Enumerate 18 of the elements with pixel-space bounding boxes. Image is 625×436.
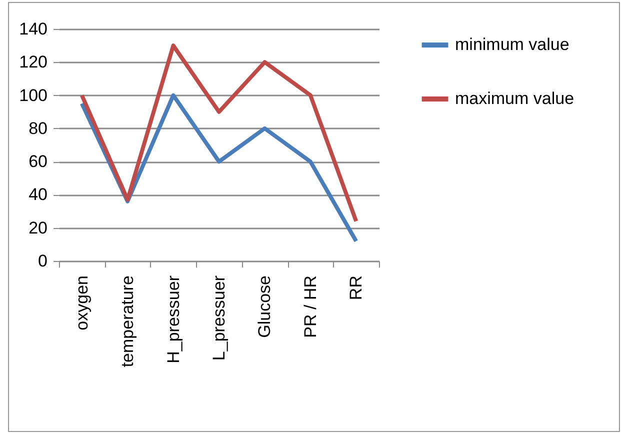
x-tick-label: PR / HR — [300, 276, 320, 338]
y-tick-label: 20 — [28, 218, 48, 238]
legend-label: maximum value — [455, 89, 574, 108]
y-tick-label: 140 — [19, 20, 48, 38]
y-tick-label: 0 — [38, 252, 48, 270]
y-tick-label: 60 — [28, 152, 48, 172]
line-series — [80, 44, 358, 224]
x-tick-label: H_pressuer — [164, 275, 183, 364]
legend-label: minimum value — [455, 35, 570, 54]
x-tick-label: temperature — [118, 276, 138, 368]
x-tick-label: Glucose — [255, 276, 274, 338]
x-tick-label: RR — [346, 276, 366, 300]
y-tick-label: 100 — [19, 86, 48, 105]
y-tick-label: 120 — [19, 52, 48, 72]
y-tick-label: 40 — [28, 185, 48, 204]
x-tick-label: oxygen — [72, 276, 92, 330]
x-tick-label: L_pressuer — [210, 275, 228, 361]
y-tick-label: 80 — [28, 118, 48, 138]
